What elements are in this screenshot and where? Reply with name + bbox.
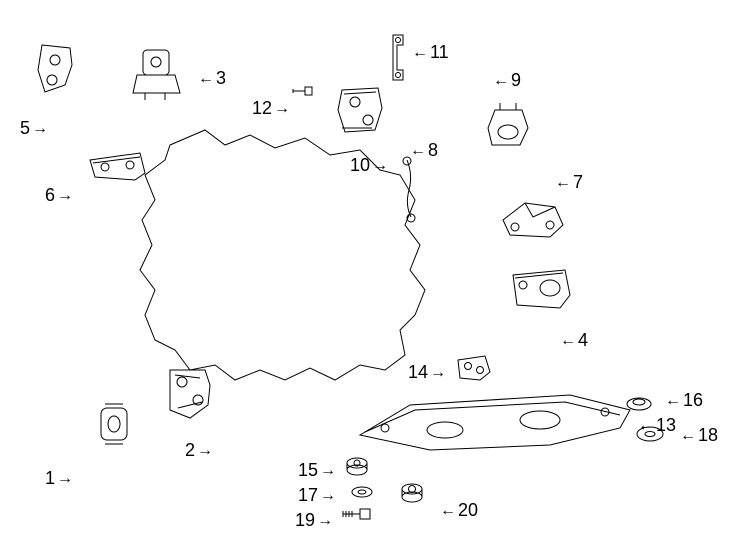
label-14: 14→	[408, 362, 446, 383]
part-19	[340, 505, 375, 523]
label-15: 15→	[298, 460, 336, 481]
arrow-icon: ←	[560, 333, 576, 349]
arrow-icon: →	[317, 513, 333, 529]
label-8: ←8	[410, 140, 438, 161]
part-3	[125, 45, 185, 105]
arrow-icon: ←	[410, 143, 426, 159]
part-1	[95, 400, 135, 448]
part-16	[625, 395, 653, 413]
label-3: ←3	[198, 68, 226, 89]
label-4: ←4	[560, 330, 588, 351]
label-18: ←18	[680, 425, 718, 446]
part-17	[350, 485, 375, 500]
arrow-icon: →	[274, 101, 290, 117]
arrow-icon: ←	[555, 175, 571, 191]
arrow-icon: ←	[638, 418, 654, 434]
label-17: 17→	[298, 485, 336, 506]
part-13	[350, 390, 640, 455]
part-4	[505, 260, 575, 315]
part-8	[395, 155, 420, 225]
label-2: 2→	[185, 440, 213, 461]
label-11: ←11	[412, 42, 449, 63]
arrow-icon: →	[57, 471, 73, 487]
arrow-icon: →	[197, 443, 213, 459]
label-5: 5→	[20, 118, 48, 139]
label-9: ←9	[493, 70, 521, 91]
label-13: ←13	[638, 415, 676, 436]
label-19: 19→	[295, 510, 333, 531]
arrow-icon: ←	[412, 45, 428, 61]
arrow-icon: →	[32, 121, 48, 137]
part-7	[495, 195, 570, 245]
arrow-icon: ←	[680, 428, 696, 444]
part-11	[385, 30, 410, 85]
part-2	[160, 360, 220, 425]
part-10	[330, 80, 390, 140]
label-12: 12→	[252, 98, 290, 119]
diagram-canvas: 1→ 2→ ←3 ←4 5→ 6→ ←7 ←8 ←9 10→ ←11 12→ ←…	[0, 0, 734, 540]
label-6: 6→	[45, 185, 73, 206]
label-16: ←16	[665, 390, 703, 411]
arrow-icon: ←	[440, 503, 456, 519]
arrow-icon: ←	[665, 393, 681, 409]
arrow-icon: →	[372, 158, 388, 174]
part-14	[450, 350, 495, 385]
part-20	[400, 480, 425, 505]
label-1: 1→	[45, 468, 73, 489]
arrow-icon: →	[57, 188, 73, 204]
part-12	[290, 82, 315, 100]
engine-outline	[130, 120, 440, 390]
part-9	[480, 100, 535, 155]
label-7: ←7	[555, 172, 583, 193]
arrow-icon: ←	[493, 73, 509, 89]
label-10: 10→	[350, 155, 388, 176]
arrow-icon: →	[430, 365, 446, 381]
part-5	[30, 40, 80, 100]
label-20: ←20	[440, 500, 478, 521]
arrow-icon: ←	[198, 71, 214, 87]
arrow-icon: →	[320, 488, 336, 504]
part-15	[345, 455, 370, 477]
part-6	[85, 145, 150, 185]
arrow-icon: →	[320, 463, 336, 479]
